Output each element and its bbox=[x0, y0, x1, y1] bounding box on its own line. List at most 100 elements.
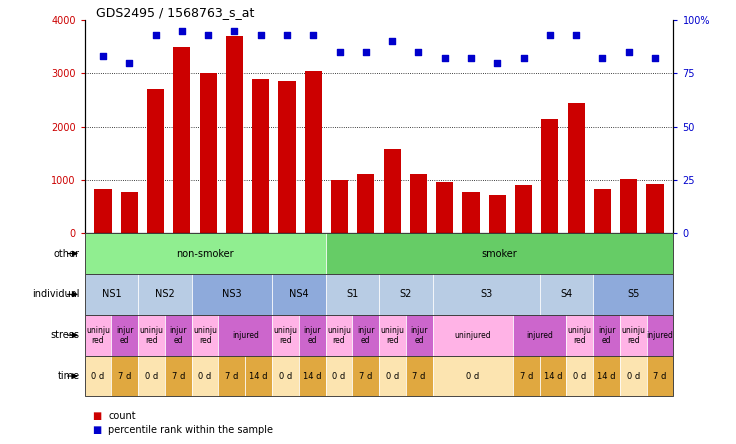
Bar bbox=[383, 149, 400, 233]
Text: S3: S3 bbox=[480, 289, 492, 299]
Text: injur
ed: injur ed bbox=[357, 326, 375, 345]
Point bbox=[413, 48, 425, 56]
Text: S4: S4 bbox=[560, 289, 573, 299]
Bar bbox=[436, 182, 453, 233]
Text: injur
ed: injur ed bbox=[169, 326, 187, 345]
Text: injur
ed: injur ed bbox=[116, 326, 133, 345]
Text: 14 d: 14 d bbox=[250, 372, 268, 381]
Text: 0 d: 0 d bbox=[466, 372, 479, 381]
Text: 7 d: 7 d bbox=[412, 372, 426, 381]
Text: 0 d: 0 d bbox=[145, 372, 158, 381]
Bar bbox=[121, 191, 138, 233]
Text: injur
ed: injur ed bbox=[303, 326, 321, 345]
Bar bbox=[567, 103, 584, 233]
Text: 7 d: 7 d bbox=[225, 372, 238, 381]
Text: 0 d: 0 d bbox=[91, 372, 105, 381]
Point bbox=[597, 55, 609, 62]
Text: S2: S2 bbox=[400, 289, 412, 299]
Bar bbox=[594, 190, 611, 233]
Text: 0 d: 0 d bbox=[573, 372, 587, 381]
Bar bbox=[462, 191, 480, 233]
Text: NS4: NS4 bbox=[289, 289, 308, 299]
Text: uninju
red: uninju red bbox=[621, 326, 645, 345]
Bar bbox=[620, 179, 637, 233]
Bar bbox=[489, 195, 506, 233]
Text: uninju
red: uninju red bbox=[140, 326, 163, 345]
Bar bbox=[542, 119, 559, 233]
Text: ■: ■ bbox=[92, 425, 102, 435]
Text: S1: S1 bbox=[346, 289, 358, 299]
Text: NS1: NS1 bbox=[102, 289, 121, 299]
Bar bbox=[147, 89, 164, 233]
Text: injured: injured bbox=[232, 331, 258, 340]
Text: smoker: smoker bbox=[481, 249, 517, 258]
Bar bbox=[252, 79, 269, 233]
Point bbox=[465, 55, 477, 62]
Point bbox=[281, 32, 293, 39]
Text: uninju
red: uninju red bbox=[193, 326, 217, 345]
Point bbox=[333, 48, 345, 56]
Point bbox=[176, 27, 188, 34]
Text: S5: S5 bbox=[627, 289, 640, 299]
Text: uninju
red: uninju red bbox=[381, 326, 404, 345]
Text: 14 d: 14 d bbox=[598, 372, 616, 381]
Text: 7 d: 7 d bbox=[171, 372, 185, 381]
Text: 14 d: 14 d bbox=[303, 372, 322, 381]
Point bbox=[360, 48, 372, 56]
Point bbox=[517, 55, 529, 62]
Bar bbox=[646, 183, 664, 233]
Text: percentile rank within the sample: percentile rank within the sample bbox=[108, 425, 273, 435]
Bar bbox=[174, 47, 191, 233]
Text: injur
ed: injur ed bbox=[411, 326, 428, 345]
Text: uninju
red: uninju red bbox=[273, 326, 297, 345]
Text: non-smoker: non-smoker bbox=[176, 249, 234, 258]
Text: time: time bbox=[57, 371, 79, 381]
Bar bbox=[305, 71, 322, 233]
Text: injured: injured bbox=[647, 331, 673, 340]
Point bbox=[149, 32, 161, 39]
Point bbox=[229, 27, 241, 34]
Point bbox=[97, 53, 109, 60]
Text: ■: ■ bbox=[92, 412, 102, 421]
Text: stress: stress bbox=[51, 330, 79, 340]
Text: 0 d: 0 d bbox=[386, 372, 399, 381]
Text: 0 d: 0 d bbox=[626, 372, 640, 381]
Point bbox=[492, 59, 503, 66]
Point bbox=[386, 38, 398, 45]
Point bbox=[570, 32, 582, 39]
Bar bbox=[331, 180, 348, 233]
Text: NS2: NS2 bbox=[155, 289, 175, 299]
Text: uninjured: uninjured bbox=[454, 331, 491, 340]
Text: 0 d: 0 d bbox=[332, 372, 345, 381]
Text: GDS2495 / 1568763_s_at: GDS2495 / 1568763_s_at bbox=[96, 6, 255, 19]
Text: 7 d: 7 d bbox=[359, 372, 372, 381]
Text: injur
ed: injur ed bbox=[598, 326, 615, 345]
Point bbox=[439, 55, 450, 62]
Point bbox=[308, 32, 319, 39]
Text: NS3: NS3 bbox=[222, 289, 241, 299]
Text: individual: individual bbox=[32, 289, 79, 299]
Bar bbox=[226, 36, 243, 233]
Text: injured: injured bbox=[526, 331, 553, 340]
Text: 14 d: 14 d bbox=[544, 372, 562, 381]
Point bbox=[649, 55, 661, 62]
Point bbox=[255, 32, 266, 39]
Bar bbox=[94, 190, 112, 233]
Bar bbox=[199, 73, 216, 233]
Text: 7 d: 7 d bbox=[520, 372, 533, 381]
Text: 0 d: 0 d bbox=[199, 372, 212, 381]
Bar bbox=[515, 185, 532, 233]
Bar bbox=[410, 174, 427, 233]
Bar bbox=[358, 174, 375, 233]
Text: count: count bbox=[108, 412, 136, 421]
Text: uninju
red: uninju red bbox=[86, 326, 110, 345]
Text: 7 d: 7 d bbox=[118, 372, 132, 381]
Text: uninju
red: uninju red bbox=[567, 326, 592, 345]
Text: other: other bbox=[54, 249, 79, 258]
Point bbox=[623, 48, 634, 56]
Text: 0 d: 0 d bbox=[279, 372, 292, 381]
Point bbox=[544, 32, 556, 39]
Point bbox=[202, 32, 214, 39]
Point bbox=[124, 59, 135, 66]
Bar bbox=[278, 81, 296, 233]
